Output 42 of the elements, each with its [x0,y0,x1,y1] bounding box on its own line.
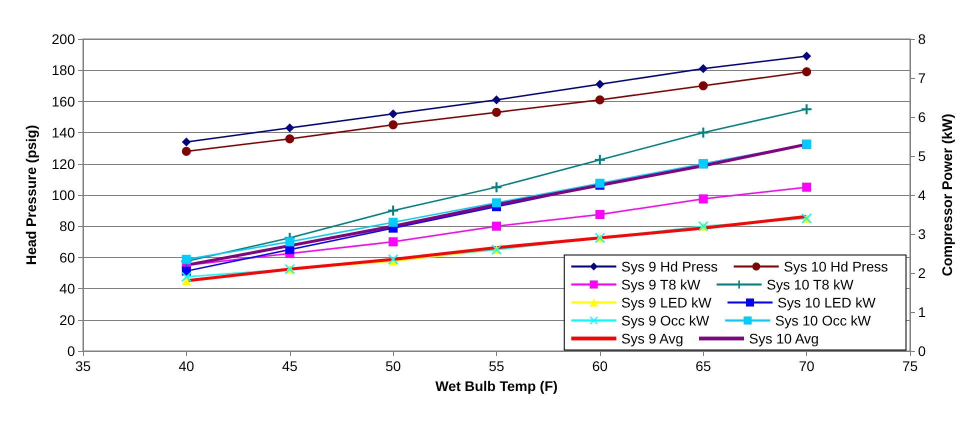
y2-tick-label: 8 [918,31,926,47]
y-tick-label: 200 [52,31,76,47]
y-tick-label: 140 [52,124,76,141]
x-tick-label: 60 [592,358,608,374]
y-tick-label: 40 [59,280,76,297]
y2-tick-label: 5 [918,148,926,164]
legend-label: Sys 10 Hd Press [784,258,888,274]
x-tick-label: 45 [282,358,298,374]
legend-label: Sys 10 Avg [749,330,819,346]
y-tick-label: 60 [59,249,76,266]
legend-label: Sys 10 LED kW [778,294,876,310]
y2-tick-label: 1 [918,304,926,320]
x-tick-label: 55 [488,358,504,374]
y2-tick-label: 2 [918,265,926,281]
y-axis-title: Head Pressure (psig) [23,124,39,266]
legend-label: Sys 9 T8 kW [621,276,702,292]
x-tick-label: 35 [75,358,91,374]
y-tick-label: 120 [52,156,76,172]
legend-label: Sys 10 Occ kW [775,312,872,328]
x-tick-label: 50 [385,358,402,374]
legend-label: Sys 9 Hd Press [621,258,718,274]
x-tick-label: 70 [798,358,815,374]
legend-label: Sys 10 T8 kW [766,276,854,292]
y-tick-label: 180 [52,62,76,78]
y2-tick-label: 7 [918,70,926,86]
legend-label: Sys 9 Occ kW [621,312,710,328]
y-tick-label: 0 [67,343,76,359]
y2-tick-label: 6 [918,109,926,125]
y2-tick-label: 4 [918,187,926,203]
y2-tick-label: 3 [918,226,926,242]
x-axis-title: Wet Bulb Temp (F) [435,378,558,394]
y2-axis-title: Compressor Power (kW) [939,114,955,276]
legend-label: Sys 9 Avg [621,330,684,346]
y2-tick-label: 0 [918,343,926,359]
x-tick-label: 75 [902,358,918,374]
y-tick-label: 20 [59,312,76,328]
y-tick-label: 80 [59,218,76,234]
x-tick-label: 40 [178,358,194,374]
y-tick-label: 100 [52,187,76,203]
legend-label: Sys 9 LED kW [621,294,712,310]
y-tick-label: 160 [52,93,76,110]
x-tick-label: 65 [695,358,712,374]
